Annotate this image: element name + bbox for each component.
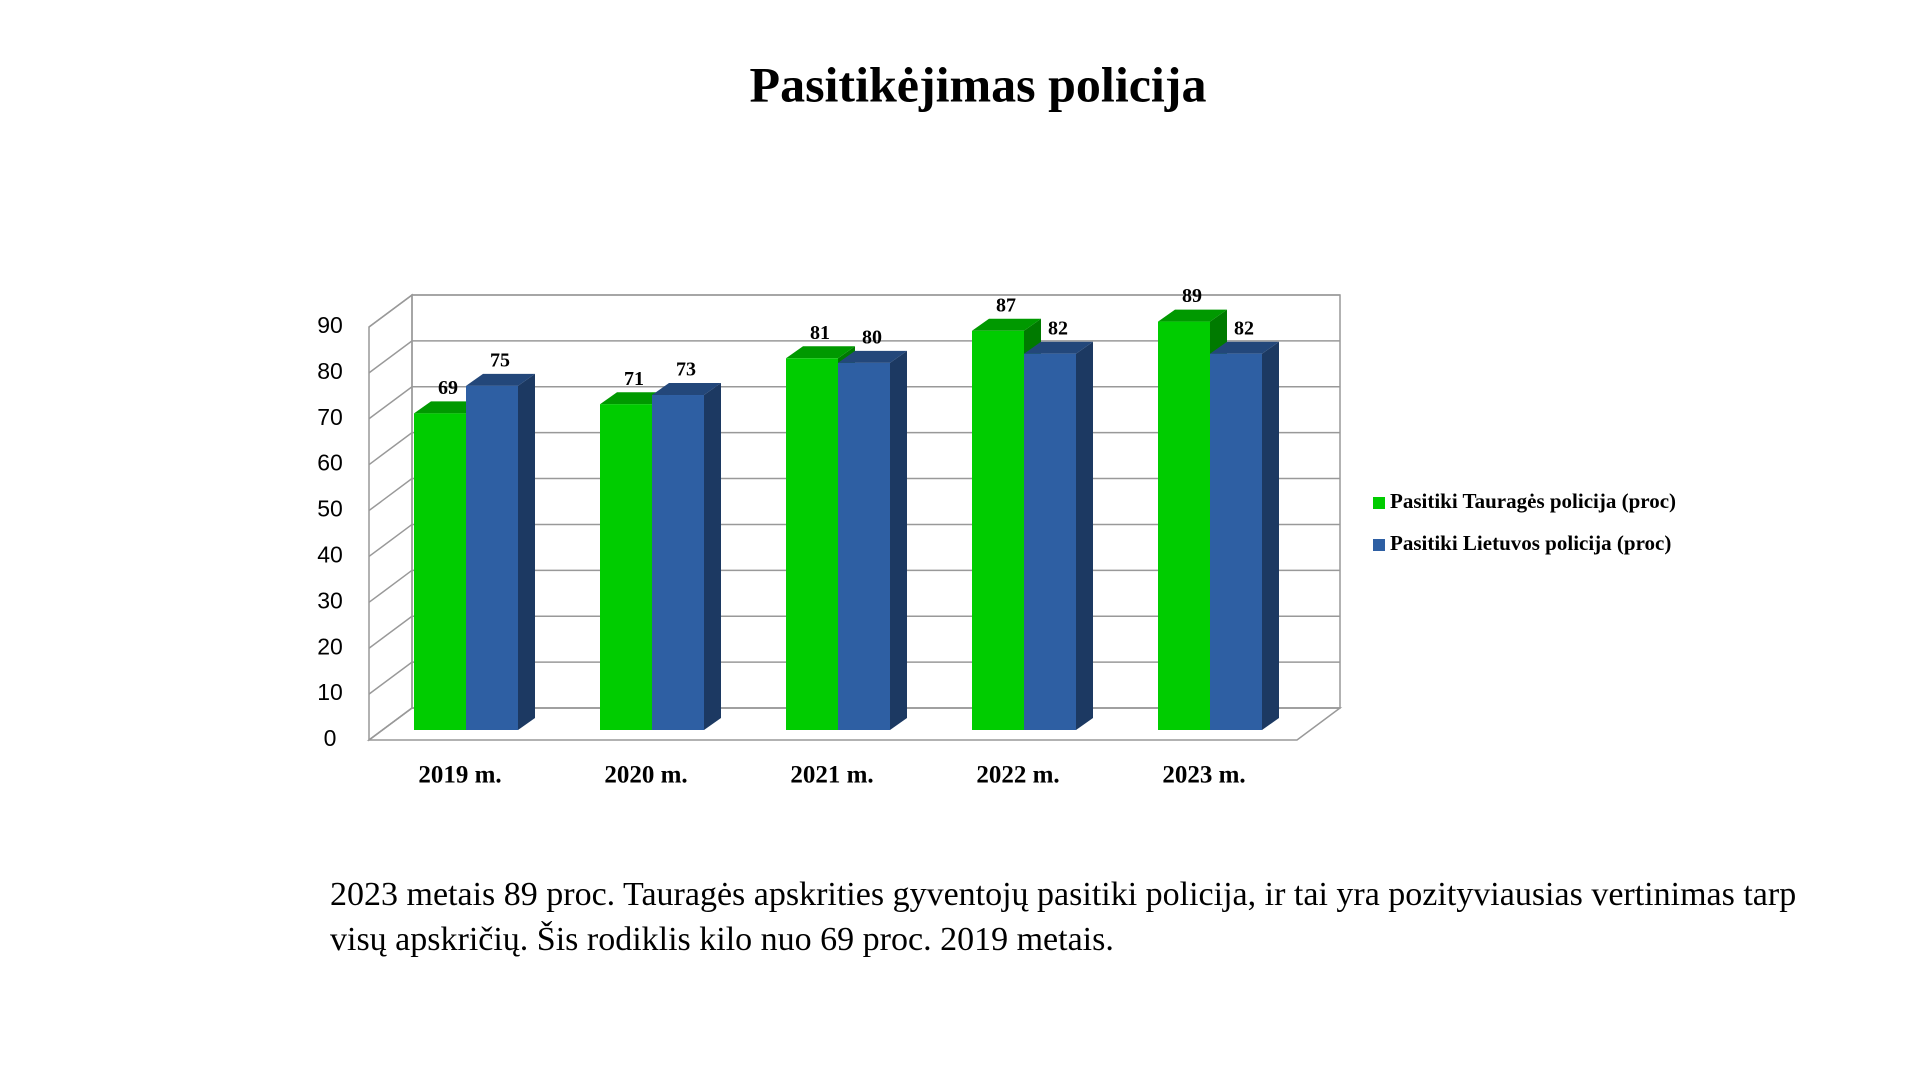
y-tick-label: 50 — [317, 496, 343, 522]
data-label: 73 — [676, 359, 696, 381]
bar-side — [1262, 341, 1279, 730]
x-tick-label: 2019 m. — [418, 762, 501, 789]
bar-front — [972, 330, 1024, 730]
bar-front — [1024, 353, 1076, 730]
body-text: 2023 metais 89 proc. Tauragės apskrities… — [330, 876, 1797, 958]
bar-top — [1158, 309, 1227, 322]
bar — [1024, 341, 1093, 730]
x-tick-label: 2023 m. — [1162, 762, 1245, 789]
data-label: 87 — [996, 294, 1016, 316]
y-tick-label: 10 — [317, 679, 343, 705]
chart: Pasitikėjimas policija 0 10 20 30 40 50 60 70 80… — [317, 56, 1676, 789]
bar-top — [600, 392, 669, 405]
bar-side — [1076, 341, 1093, 730]
y-tick-label: 0 — [324, 725, 337, 751]
data-label: 82 — [1234, 317, 1254, 339]
bar-top — [652, 383, 721, 396]
bar-front — [786, 358, 838, 730]
bar-side — [704, 383, 721, 730]
legend-swatch — [1373, 539, 1385, 551]
y-tick-label: 90 — [317, 312, 343, 338]
bar-front — [1210, 353, 1262, 730]
legend-swatch — [1373, 497, 1385, 509]
y-tick-label: 30 — [317, 587, 343, 613]
legend-label: Pasitiki Tauragės policija (proc) — [1390, 489, 1676, 513]
data-label: 81 — [810, 322, 830, 344]
bar-top — [972, 318, 1041, 331]
data-label: 80 — [862, 326, 882, 348]
data-label: 71 — [624, 368, 644, 390]
y-tick-label: 20 — [317, 633, 343, 659]
bar-top — [786, 346, 855, 359]
bar-front — [1158, 321, 1210, 730]
y-tick-label: 40 — [317, 542, 343, 568]
grid-line — [368, 294, 1340, 328]
side-wall — [368, 293, 413, 742]
bar-top — [1210, 341, 1279, 354]
bar-side — [890, 350, 907, 730]
data-label: 75 — [490, 349, 510, 371]
x-tick-label: 2020 m. — [604, 762, 687, 789]
bar — [466, 373, 535, 730]
bar-front — [838, 362, 890, 730]
bar — [652, 383, 721, 730]
y-tick-label: 80 — [317, 358, 343, 384]
bar-front — [652, 395, 704, 730]
y-tick-label: 70 — [317, 404, 343, 430]
bar-front — [600, 404, 652, 730]
data-label: 82 — [1048, 317, 1068, 339]
bar-front — [414, 413, 466, 730]
bar — [1210, 341, 1279, 730]
legend-label: Pasitiki Lietuvos policija (proc) — [1390, 531, 1671, 555]
bar-side — [518, 373, 535, 730]
bar-top — [1024, 341, 1093, 354]
x-tick-label: 2022 m. — [976, 762, 1059, 789]
chart-title: Pasitikėjimas policija — [750, 56, 1207, 112]
y-tick-label: 60 — [317, 450, 343, 476]
x-tick-label: 2021 m. — [790, 762, 873, 789]
bar-top — [414, 401, 483, 414]
bar — [838, 350, 907, 730]
bar-top — [466, 373, 535, 386]
data-label: 89 — [1182, 285, 1202, 307]
bar-top — [838, 350, 907, 363]
data-label: 69 — [438, 377, 458, 399]
bar-front — [466, 385, 518, 730]
